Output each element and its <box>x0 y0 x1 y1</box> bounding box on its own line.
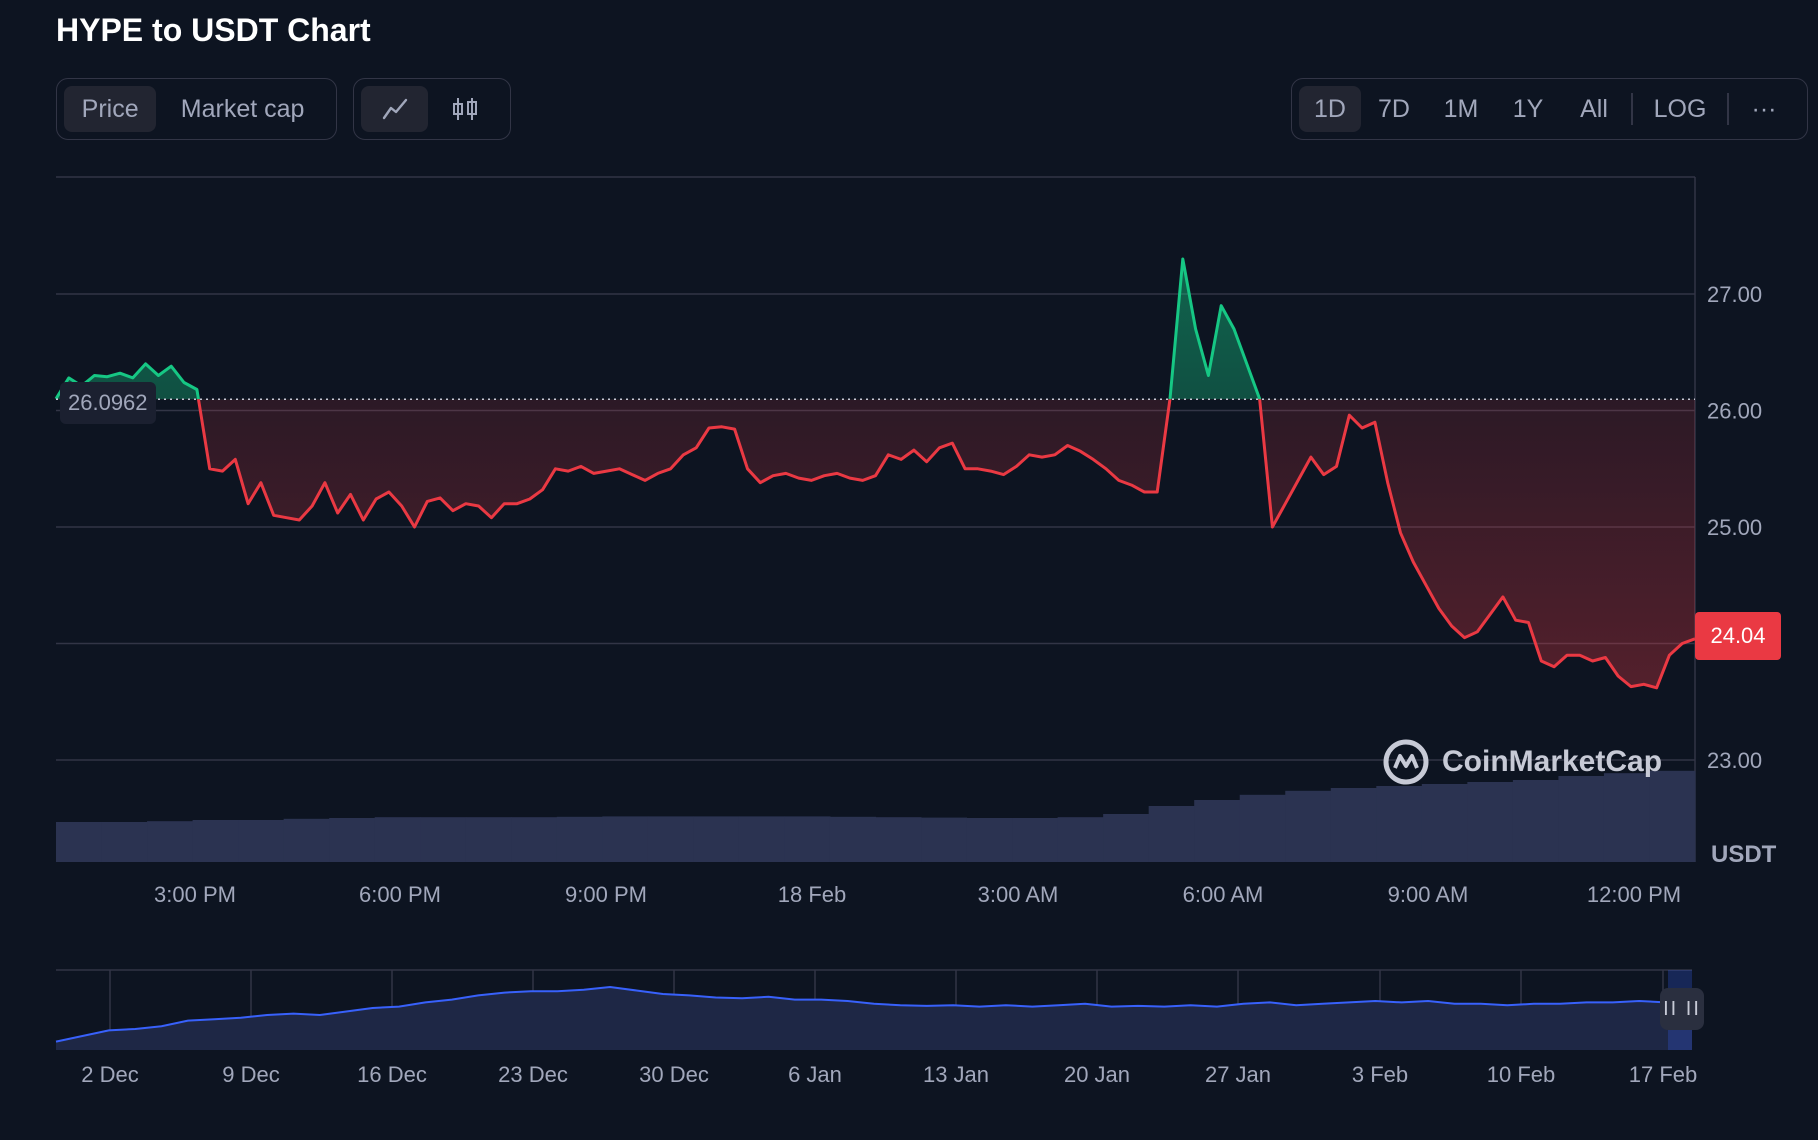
volume-bar <box>101 822 148 862</box>
volume-bar <box>693 816 740 862</box>
y-tick-label: 25.00 <box>1707 515 1762 540</box>
last-price-label: 24.04 <box>1695 612 1781 660</box>
volume-bar <box>1239 794 1286 862</box>
x-tick-label: 9:00 PM <box>565 882 647 907</box>
volume-bar <box>1330 788 1377 862</box>
range-7d-button[interactable]: 7D <box>1378 94 1410 123</box>
volume-bar <box>1421 784 1468 862</box>
x-tick-label: 3:00 PM <box>154 882 236 907</box>
navigator-x-tick-label: 3 Feb <box>1352 1062 1408 1087</box>
navigator-handle[interactable]: II II <box>1660 988 1704 1030</box>
chart-style-toggle <box>353 78 511 140</box>
time-range-selector: 1D 7D 1M 1Y All LOG ··· <box>1291 78 1808 140</box>
more-options-button[interactable]: ··· <box>1751 94 1777 123</box>
volume-bar <box>374 817 421 862</box>
volume-bar <box>1194 800 1241 862</box>
volume-bar <box>465 817 512 862</box>
volume-bar <box>875 817 922 862</box>
divider <box>1727 93 1729 125</box>
line-chart-button[interactable] <box>361 86 428 132</box>
price-area-below-fill <box>56 399 1695 688</box>
volume-bar <box>921 817 968 862</box>
navigator-x-tick-label: 20 Jan <box>1064 1062 1130 1087</box>
chart-type-toggle: Price Market cap <box>56 78 337 140</box>
volume-bar <box>647 816 694 862</box>
navigator-x-tick-label: 17 Feb <box>1629 1062 1698 1087</box>
reference-price-label: 26.0962 <box>60 382 156 424</box>
volume-bar <box>1057 817 1104 862</box>
x-tick-label: 18 Feb <box>778 882 847 907</box>
range-1d-button[interactable]: 1D <box>1299 86 1361 132</box>
x-tick-label: 6:00 AM <box>1183 882 1264 907</box>
volume-bar <box>238 820 285 862</box>
volume-bar <box>1012 818 1059 862</box>
y-axis-unit-label: USDT <box>1711 841 1777 868</box>
volume-bar <box>738 816 785 862</box>
candlestick-chart-button[interactable] <box>428 86 502 132</box>
volume-bar <box>1512 780 1559 862</box>
volume-bar <box>602 816 649 862</box>
volume-bar <box>511 817 558 862</box>
navigator-x-tick-label: 10 Feb <box>1487 1062 1556 1087</box>
y-tick-label: 26.00 <box>1707 399 1762 424</box>
navigator-x-tick-label: 9 Dec <box>222 1062 279 1087</box>
navigator-area <box>56 987 1692 1050</box>
price-line-down <box>56 399 1696 690</box>
x-tick-label: 3:00 AM <box>978 882 1059 907</box>
watermark-text: CoinMarketCap <box>1442 745 1663 778</box>
navigator-x-tick-label: 30 Dec <box>639 1062 709 1087</box>
volume-bar <box>1558 776 1605 862</box>
x-tick-label: 9:00 AM <box>1388 882 1469 907</box>
volume-bar <box>1103 814 1150 862</box>
volume-bar <box>556 816 603 862</box>
volume-bar <box>1603 773 1650 862</box>
candlestick-icon <box>453 98 477 120</box>
volume-bar <box>1376 786 1423 862</box>
navigator-x-tick-label: 23 Dec <box>498 1062 568 1087</box>
log-scale-button[interactable]: LOG <box>1653 94 1707 123</box>
y-tick-label: 27.00 <box>1707 282 1762 307</box>
price-area-above-fill <box>56 259 1260 400</box>
line-chart-icon <box>382 98 407 120</box>
volume-bar <box>147 821 194 862</box>
navigator-x-tick-label: 16 Dec <box>357 1062 427 1087</box>
navigator-x-tick-label: 13 Jan <box>923 1062 989 1087</box>
divider <box>1631 93 1633 125</box>
volume-bar <box>192 820 239 862</box>
navigator-line <box>55 985 1693 1043</box>
x-tick-label: 12:00 PM <box>1587 882 1681 907</box>
coinmarketcap-watermark: CoinMarketCap <box>1382 738 1662 786</box>
navigator-x-tick-label: 2 Dec <box>81 1062 138 1087</box>
volume-bar <box>1148 806 1195 862</box>
volume-bar <box>283 818 330 862</box>
volume-bar <box>420 817 467 862</box>
volume-bar <box>56 822 103 862</box>
chart-title: HYPE to USDT Chart <box>56 12 371 48</box>
volume-bar <box>1467 782 1514 862</box>
volume-bar <box>329 818 376 862</box>
volume-bar <box>1649 770 1696 862</box>
range-1m-button[interactable]: 1M <box>1443 94 1479 123</box>
navigator-x-tick-label: 6 Jan <box>788 1062 842 1087</box>
tab-price[interactable]: Price <box>64 86 157 132</box>
coinmarketcap-logo-icon <box>1383 739 1429 785</box>
range-1y-button[interactable]: 1Y <box>1512 94 1544 123</box>
y-tick-label: 23.00 <box>1707 748 1762 773</box>
volume-bar <box>966 818 1013 862</box>
navigator-x-tick-label: 27 Jan <box>1205 1062 1271 1087</box>
volume-bar <box>1285 790 1332 862</box>
volume-bar <box>784 816 831 862</box>
volume-bar <box>829 816 876 862</box>
tab-market-cap[interactable]: Market cap <box>180 94 305 123</box>
range-all-button[interactable]: All <box>1580 94 1608 123</box>
x-tick-label: 6:00 PM <box>359 882 441 907</box>
